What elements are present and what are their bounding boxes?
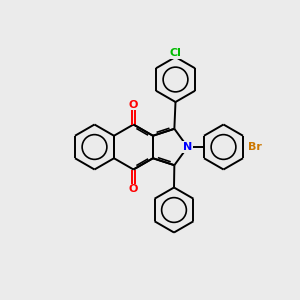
Text: O: O (129, 100, 138, 110)
Text: Br: Br (248, 142, 262, 152)
Text: N: N (183, 142, 192, 152)
Text: Cl: Cl (169, 48, 181, 59)
Text: O: O (129, 184, 138, 194)
